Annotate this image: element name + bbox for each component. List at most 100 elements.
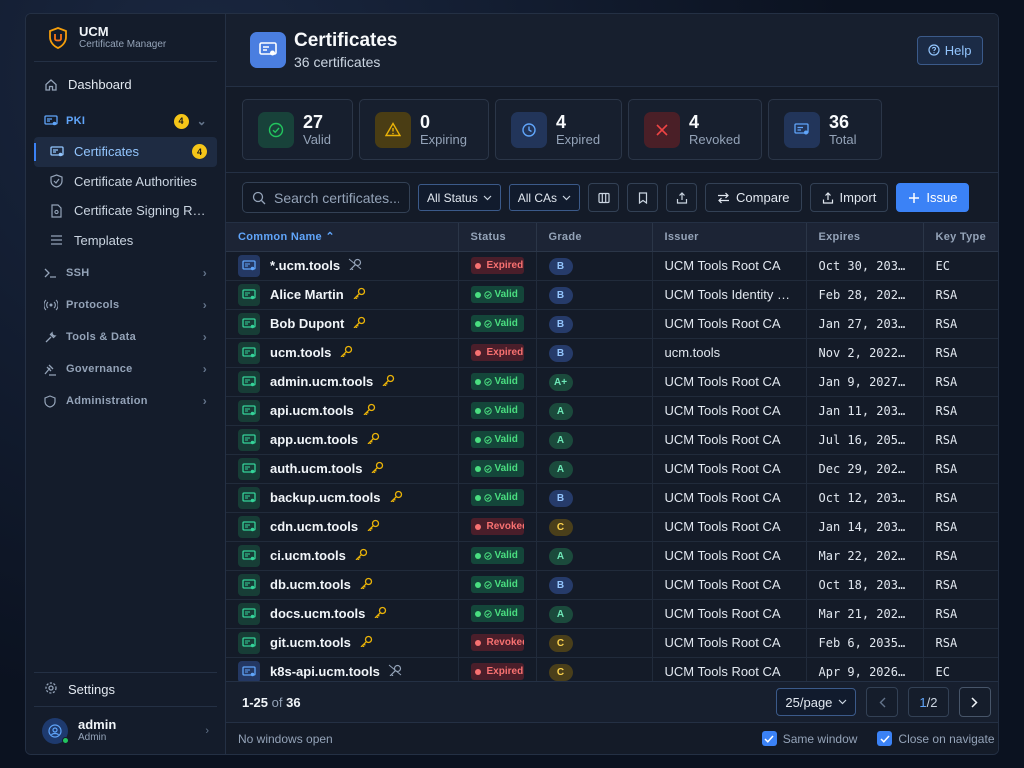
per-page-select[interactable]: 25/page (776, 688, 857, 716)
cell-grade: A+ (536, 367, 653, 397)
columns-button[interactable] (588, 183, 620, 212)
sidebar-item-label: Certificate Authorities (74, 173, 197, 189)
sidebar-group-protocols[interactable]: Protocols › (34, 289, 217, 321)
table-row[interactable]: cdn.ucm.tools Revoked C UCM Tools Root CAJa… (226, 512, 998, 542)
table-row[interactable]: app.ucm.tools Valid A UCM Tools Root CA Jul … (226, 425, 998, 455)
cell-status: Valid (458, 541, 537, 571)
search-input[interactable] (274, 189, 399, 206)
column-header-grade[interactable]: Grade (536, 223, 653, 252)
column-header-status[interactable]: Status (458, 223, 537, 252)
status-badge: Revoked (470, 518, 524, 536)
table-row[interactable]: k8s-api.ucm.tools Expired C UCM Tools Root … (226, 657, 998, 681)
sidebar-group-ssh[interactable]: SSH › (34, 257, 217, 289)
table-row[interactable]: ci.ucm.tools Valid A UCM Tools Root CA Mar 2… (226, 541, 998, 571)
cell-issuer: UCM Tools Root CA (652, 251, 807, 281)
cell-grade: C (536, 512, 653, 542)
table-row[interactable]: auth.ucm.tools Valid A UCM Tools Root CA Dec… (226, 454, 998, 484)
table-row[interactable]: *.ucm.tools Expired B UCM Tools Root CA Oct … (226, 251, 998, 281)
status-text: Valid (494, 579, 518, 591)
common-name-text[interactable]: *.ucm.tools (270, 258, 341, 273)
stat-expired[interactable]: 4 Expired (495, 99, 622, 160)
common-name-text[interactable]: ci.ucm.tools (270, 548, 346, 563)
stat-revoked[interactable]: 4 Revoked (628, 99, 762, 160)
table-row[interactable]: Alice Martin Valid B UCM Tools Identity CA F… (226, 280, 998, 310)
table-row[interactable]: docs.ucm.tools Valid A UCM Tools Root CA Mar… (226, 599, 998, 629)
bookmark-button[interactable] (627, 183, 659, 212)
cell-expires: Mar 22, 2027, 12:00 PM (806, 541, 924, 571)
issue-button[interactable]: Issue (896, 183, 970, 212)
status-filter-select[interactable]: All Status (418, 184, 501, 211)
prev-page-button[interactable] (866, 687, 899, 717)
sidebar-group-governance[interactable]: Governance › (34, 353, 217, 385)
stat-total[interactable]: 36 Total (768, 99, 882, 160)
table-row[interactable]: admin.ucm.tools Valid A+ UCM Tools Root CA J… (226, 367, 998, 397)
common-name-text[interactable]: git.ucm.tools (270, 635, 351, 650)
user-icon (48, 723, 62, 738)
status-filter-value: All Status (427, 190, 478, 205)
close-on-navigate-checkbox[interactable]: Close on navigate (877, 731, 995, 746)
cell-key-type: RSA (923, 541, 998, 571)
common-name-text[interactable]: app.ucm.tools (270, 432, 359, 447)
certificate-icon (238, 660, 260, 681)
common-name-text[interactable]: db.ucm.tools (270, 577, 351, 592)
private-key-icon (373, 606, 387, 621)
avatar (42, 717, 69, 744)
common-name-text[interactable]: Bob Dupont (270, 316, 345, 331)
pagination-bar: 1-25 of 36 25/page 1/2 (226, 681, 998, 722)
sidebar-group-pki[interactable]: PKI 4 ⌄ (34, 105, 217, 137)
next-page-button[interactable] (958, 687, 991, 717)
column-header-issuer[interactable]: Issuer (652, 223, 807, 252)
list-icon (50, 233, 64, 247)
cell-expires: Jan 27, 2037, 12:00 PM (806, 309, 924, 339)
upload-icon (822, 191, 833, 204)
column-header-key-type[interactable]: Key Type (923, 223, 998, 252)
common-name-text[interactable]: cdn.ucm.tools (270, 519, 359, 534)
import-button[interactable]: Import (809, 183, 889, 212)
stat-valid[interactable]: 27 Valid (242, 99, 353, 160)
per-page-value: 25/page (785, 694, 833, 710)
sidebar-item-certificate-authorities[interactable]: Certificate Authorities (34, 167, 217, 197)
sidebar-item-csr[interactable]: Certificate Signing Requests (34, 196, 217, 226)
sidebar-item-certificates[interactable]: Certificates 4 (34, 137, 217, 167)
compare-button[interactable]: Compare (705, 183, 802, 212)
cell-expires: Oct 12, 2036, 12:00 PM (806, 483, 924, 513)
cell-issuer: UCM Tools Root CA (652, 570, 807, 600)
common-name-text[interactable]: auth.ucm.tools (270, 461, 363, 476)
cell-expires: Feb 6, 2035, 12:00 PM (806, 628, 924, 658)
table-row[interactable]: Bob Dupont Valid B UCM Tools Root CA Jan 27,… (226, 309, 998, 339)
cell-common-name: db.ucm.tools (226, 570, 459, 600)
export-button[interactable] (666, 183, 698, 212)
table-row[interactable]: backup.ucm.tools Valid B UCM Tools Root CA O… (226, 483, 998, 513)
table-row[interactable]: git.ucm.tools Revoked C UCM Tools Root CAFe… (226, 628, 998, 658)
common-name-text[interactable]: backup.ucm.tools (270, 490, 381, 505)
common-name-text[interactable]: ucm.tools (270, 345, 332, 360)
ca-filter-select[interactable]: All CAs (508, 184, 581, 211)
stat-expiring[interactable]: 0 Expiring (359, 99, 489, 160)
sidebar-item-templates[interactable]: Templates (34, 226, 217, 256)
sidebar-group-tools[interactable]: Tools & Data › (34, 321, 217, 353)
cell-grade: C (536, 657, 653, 681)
column-header-expires[interactable]: Expires (806, 223, 924, 252)
brand[interactable]: UCM Certificate Manager (34, 14, 217, 62)
common-name-text[interactable]: k8s-api.ucm.tools (270, 664, 380, 679)
common-name-text[interactable]: admin.ucm.tools (270, 374, 374, 389)
status-badge: Expired (470, 344, 524, 362)
help-button[interactable]: Help (916, 35, 983, 65)
common-name-text[interactable]: api.ucm.tools (270, 403, 354, 418)
sidebar-item-dashboard[interactable]: Dashboard (34, 70, 217, 99)
column-header-common-name[interactable]: Common Name ⌃ (226, 223, 459, 252)
sidebar-group-administration[interactable]: Administration › (34, 385, 217, 417)
user-menu[interactable]: admin Admin › (34, 706, 217, 754)
wrench-icon (44, 330, 58, 344)
help-icon (928, 44, 940, 56)
cell-issuer: UCM Tools Root CA (652, 541, 807, 571)
same-window-checkbox[interactable]: Same window (761, 731, 857, 746)
table-row[interactable]: db.ucm.tools Valid B UCM Tools Root CA Oct 1… (226, 570, 998, 600)
common-name-text[interactable]: Alice Martin (270, 287, 344, 302)
table-row[interactable]: api.ucm.tools Valid A UCM Tools Root CA Jan … (226, 396, 998, 426)
settings-label: Settings (68, 682, 115, 697)
sidebar-item-settings[interactable]: Settings (34, 672, 217, 706)
common-name-text[interactable]: docs.ucm.tools (270, 606, 366, 621)
app-window: UCM Certificate Manager Dashboard PKI 4 … (25, 13, 999, 755)
